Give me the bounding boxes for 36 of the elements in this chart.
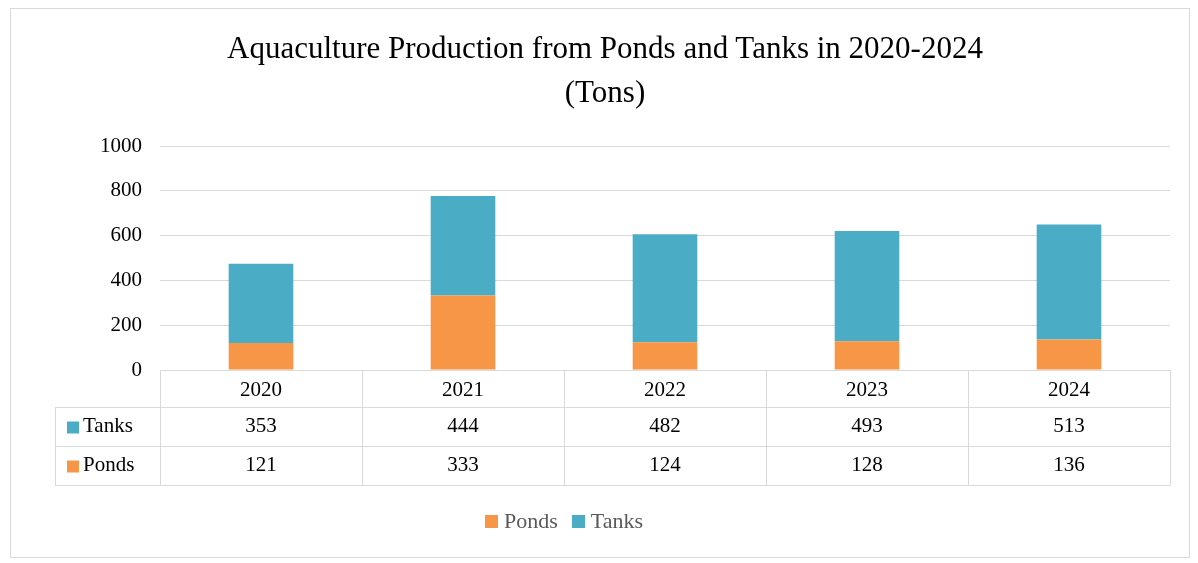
- bar: [228, 342, 294, 370]
- y-tick-label: 200: [110, 311, 142, 336]
- y-tick-label: 800: [110, 177, 142, 202]
- bar: [834, 341, 900, 370]
- y-tick-label: 1000: [100, 132, 142, 157]
- legend-label: Tanks: [83, 413, 133, 438]
- x-tick-label: 2021: [442, 377, 484, 402]
- bar: [228, 263, 294, 343]
- bar: [632, 342, 698, 370]
- data-label: 353: [245, 413, 277, 438]
- legend-label: Ponds: [83, 452, 135, 477]
- data-label: 482: [649, 413, 681, 438]
- data-label: 124: [649, 452, 682, 477]
- x-tick-label: 2022: [644, 377, 686, 402]
- data-label: 333: [447, 452, 479, 477]
- bar: [632, 234, 698, 343]
- x-tick-label: 2024: [1048, 377, 1091, 402]
- y-tick-label: 600: [110, 222, 142, 247]
- data-label: 444: [447, 413, 480, 438]
- chart-title: Aquaculture Production from Ponds and Tanks in 2020-2024 (Tons): [227, 30, 984, 110]
- data-label: 121: [245, 452, 277, 477]
- bar: [1036, 339, 1102, 370]
- y-tick-label: 0: [131, 356, 142, 381]
- x-tick-label: 2023: [846, 377, 888, 402]
- bar: [1036, 224, 1102, 340]
- text: Ponds: [503, 508, 558, 533]
- text: Tanks: [590, 508, 644, 533]
- data-label: 128: [851, 452, 883, 477]
- y-tick-label: 400: [110, 266, 142, 291]
- bar: [430, 295, 496, 370]
- data-label: 493: [851, 413, 883, 438]
- x-tick-label: 2020: [240, 377, 282, 402]
- data-label: 136: [1053, 452, 1085, 477]
- data-label: 513: [1053, 413, 1085, 438]
- bar: [834, 230, 900, 342]
- bar: [430, 195, 496, 296]
